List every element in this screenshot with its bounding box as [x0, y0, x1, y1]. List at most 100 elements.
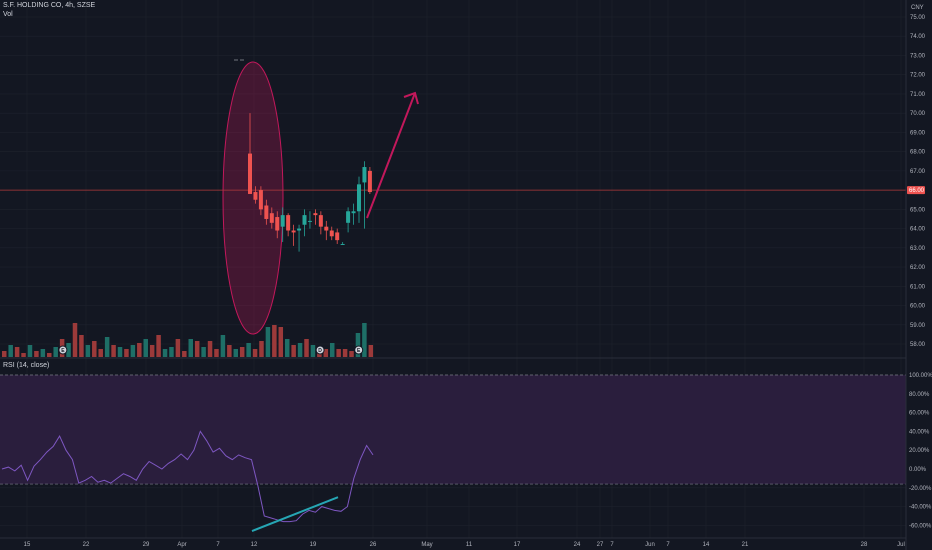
rsi-tick-label: 100.00% — [909, 373, 932, 379]
candle-body — [297, 228, 302, 231]
event-marker[interactable] — [58, 345, 68, 355]
projection-arrow[interactable] — [366, 91, 419, 219]
volume-bar — [66, 343, 71, 357]
price-tick-label: 70.00 — [910, 111, 926, 117]
rsi-tick-label: 80.00% — [909, 392, 930, 398]
rsi-axis[interactable]: -60.00% -40.00% -20.00% 0.00% 20.00% 40.00% 60… — [909, 373, 932, 529]
volume-bar — [85, 345, 91, 357]
candle-body — [313, 213, 318, 216]
volume-bar — [310, 345, 316, 357]
volume-bar — [272, 325, 277, 357]
volume-bar — [194, 341, 200, 357]
candle-body — [280, 215, 285, 227]
price-tick-label: 67.00 — [910, 169, 926, 175]
price-tick-label: 69.00 — [910, 130, 926, 136]
volume-bar — [72, 323, 78, 357]
rsi-band-fill — [0, 375, 906, 485]
volume-bars — [2, 323, 374, 357]
volume-bar — [214, 349, 219, 357]
event-label: E — [357, 348, 361, 354]
volume-bar — [124, 349, 129, 357]
volume-bar — [342, 349, 348, 357]
candle-body — [269, 213, 274, 223]
highlight-ellipse[interactable] — [222, 61, 284, 335]
volume-bar — [252, 349, 258, 357]
price-tick-label: 74.00 — [910, 34, 926, 40]
event-marker[interactable] — [354, 345, 364, 355]
symbol-legend[interactable]: S.F. HOLDING CO, 4h, SZSE — [3, 2, 97, 9]
volume-bar — [21, 353, 26, 357]
symbol-title: S.F. HOLDING CO, 4h, SZSE — [3, 2, 96, 9]
volume-bar — [304, 339, 309, 357]
time-axis[interactable]: 15 22 29 Apr 7 12 19 26 May 11 17 24 27 7 Jun 7 14 21 28 Ju… — [24, 542, 905, 548]
price-tick-label: 73.00 — [910, 53, 926, 59]
time-tick-label: 19 — [310, 542, 317, 548]
volume-bar — [259, 341, 264, 357]
rsi-line — [1, 430, 374, 523]
rsi-band — [0, 374, 906, 485]
volume-bar — [278, 327, 284, 357]
volume-bar — [297, 343, 303, 357]
candle-body — [346, 211, 351, 223]
candle-body — [286, 215, 291, 231]
event-label: E — [61, 348, 65, 354]
candle-body — [367, 170, 372, 193]
volume-bar — [2, 351, 7, 357]
volume-bar — [79, 335, 84, 357]
time-tick-label: 28 — [861, 542, 868, 548]
arrow-shaft[interactable] — [366, 92, 416, 219]
volume-bar — [323, 349, 329, 357]
volume-bar — [40, 349, 46, 357]
volume-bar — [27, 345, 33, 357]
volume-bar — [246, 343, 251, 357]
volume-bar — [98, 349, 103, 357]
candles — [234, 59, 372, 252]
time-tick-label: 21 — [742, 542, 749, 548]
event-label: D — [318, 348, 322, 354]
rsi-trendline[interactable] — [251, 496, 339, 532]
price-tick-label: 61.00 — [910, 284, 926, 290]
price-tick-label: 63.00 — [910, 246, 926, 252]
volume-bar — [355, 333, 361, 357]
volume-bar — [368, 345, 374, 357]
volume-bar — [130, 345, 136, 357]
time-tick-label: 7 — [610, 542, 614, 548]
candle-body — [351, 211, 356, 214]
rsi-tick-label: 20.00% — [909, 448, 930, 454]
candle-body — [264, 205, 269, 219]
event-marker[interactable] — [315, 345, 325, 355]
volume-bar — [175, 339, 181, 357]
volume-bar — [336, 349, 341, 357]
candle-body — [302, 215, 307, 225]
time-tick-label: May — [421, 542, 432, 548]
price-tick-label: 71.00 — [910, 92, 926, 98]
rsi-tick-label: 40.00% — [909, 429, 930, 435]
arrow-head[interactable] — [403, 91, 419, 105]
volume-bar — [362, 323, 367, 357]
candle-body — [335, 232, 340, 241]
price-tick-label: 75.00 — [910, 15, 926, 21]
volume-bar — [149, 345, 155, 357]
time-tick-label: 26 — [370, 542, 377, 548]
volume-bar — [265, 327, 271, 357]
rsi-legend[interactable]: RSI (14, close) — [3, 362, 51, 369]
time-tick-label: 24 — [574, 542, 581, 548]
volume-bar — [239, 347, 245, 357]
rsi-line-group — [1, 430, 374, 523]
volume-bar — [92, 341, 97, 357]
time-tick-label: 27 — [597, 542, 604, 548]
volume-bar — [169, 347, 174, 357]
candle-body — [253, 192, 258, 200]
volume-bar — [47, 353, 52, 357]
volume-legend[interactable]: Vol — [3, 11, 15, 18]
candle-body — [258, 190, 263, 210]
last-price-tag: 66.00 — [907, 186, 925, 195]
rsi-tick-label: -20.00% — [909, 486, 932, 492]
currency-label: CNY — [911, 5, 924, 11]
time-tick-label: 11 — [466, 542, 473, 548]
volume-bar — [329, 343, 335, 357]
time-tick-label: 15 — [24, 542, 31, 548]
price-tick-label: 62.00 — [910, 265, 926, 271]
